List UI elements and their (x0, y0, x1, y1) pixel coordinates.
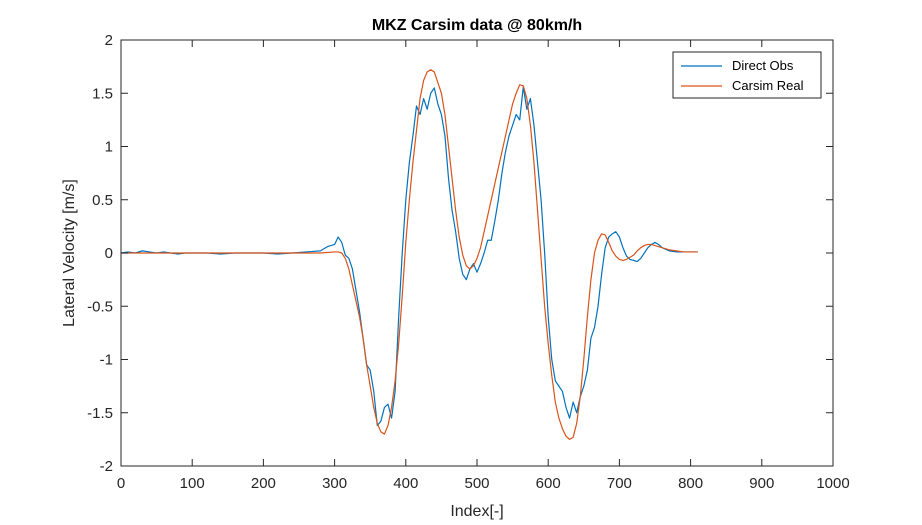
x-tick-label: 100 (180, 475, 205, 492)
series-layer (120, 69, 698, 440)
y-tick-label: 1 (105, 139, 113, 156)
y-tick-label: -2 (100, 458, 113, 475)
y-tick-label: 2 (105, 32, 113, 49)
x-ticks: 0 100 200 300 400 500 600 700 800 900 1000 (117, 40, 850, 492)
y-tick-label: -1 (100, 352, 113, 369)
legend-label-carsim-real: Carsim Real (732, 78, 804, 93)
chart-title: MKZ Carsim data @ 80km/h (372, 17, 582, 34)
x-tick-label: 800 (678, 475, 703, 492)
y-tick-label: -1.5 (87, 405, 113, 422)
y-ticks: -2 -1.5 -1 -0.5 0 0.5 1 1.5 2 (87, 32, 833, 475)
legend: Direct Obs Carsim Real (672, 51, 822, 99)
x-tick-label: 400 (393, 475, 418, 492)
y-axis-label: Lateral Velocity [m/s] (61, 179, 78, 327)
x-tick-label: 0 (117, 475, 125, 492)
x-tick-label: 900 (749, 475, 774, 492)
x-axis-label: Index[-] (450, 503, 503, 520)
y-tick-label: 0.5 (92, 192, 113, 209)
y-tick-label: 0 (105, 245, 113, 262)
x-tick-label: 500 (464, 475, 489, 492)
legend-label-direct-obs: Direct Obs (732, 58, 794, 73)
x-tick-label: 200 (251, 475, 276, 492)
x-tick-label: 1000 (816, 475, 849, 492)
y-tick-label: 1.5 (92, 85, 113, 102)
y-tick-label: -0.5 (87, 298, 113, 315)
x-tick-label: 700 (607, 475, 632, 492)
series-line-carsim-real (121, 69, 698, 440)
x-tick-label: 600 (536, 475, 561, 492)
x-tick-label: 300 (322, 475, 347, 492)
legend-box (672, 51, 822, 99)
